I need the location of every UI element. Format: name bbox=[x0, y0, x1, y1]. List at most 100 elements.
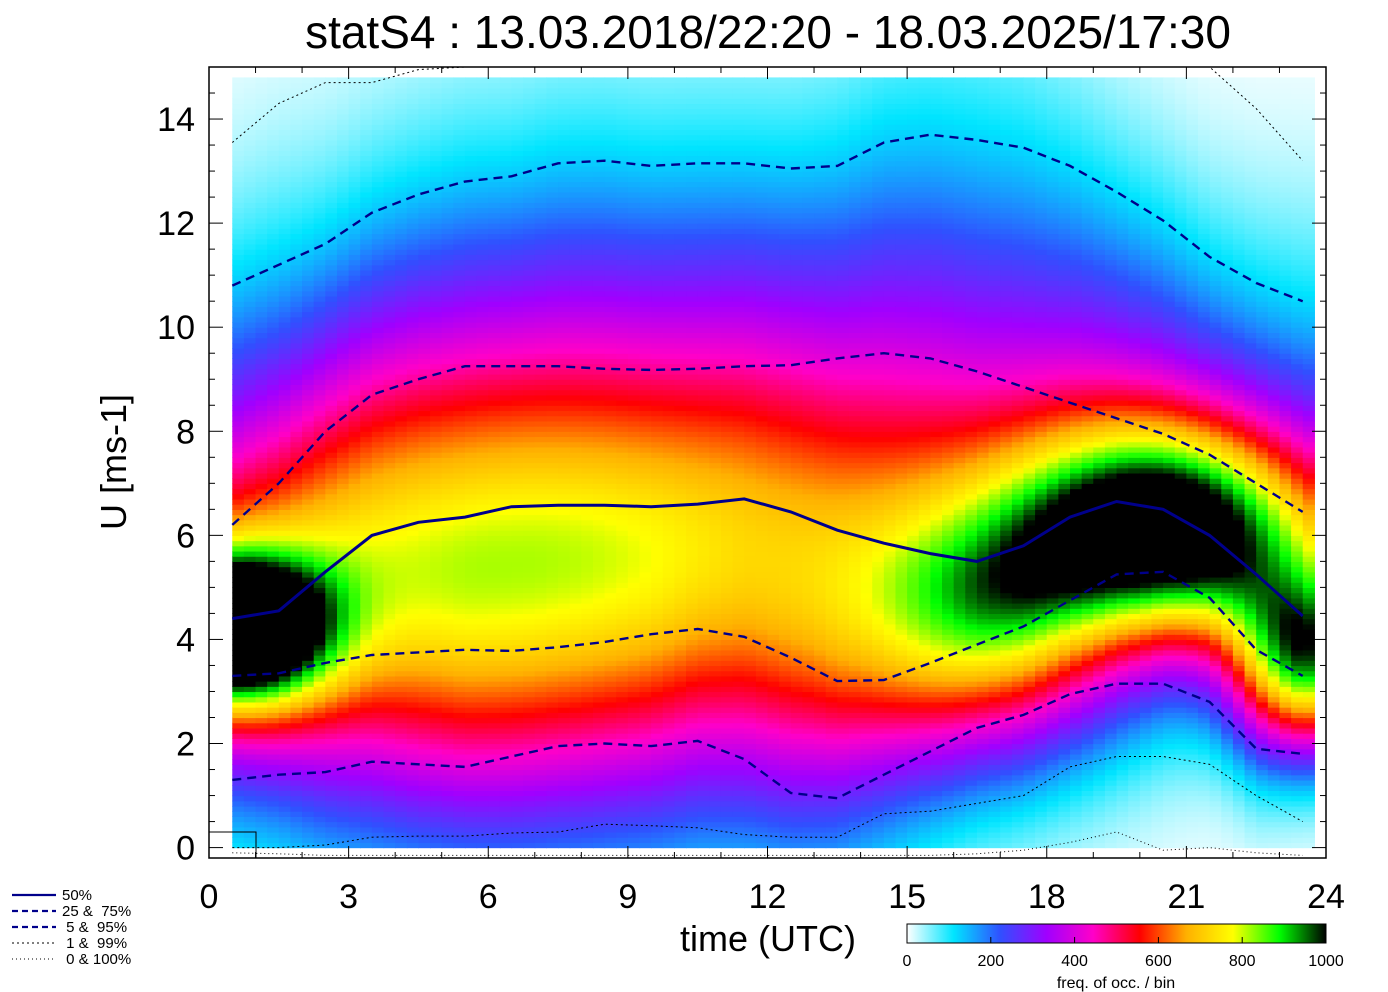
heatmap-cell bbox=[313, 254, 326, 261]
heatmap-cell bbox=[267, 816, 280, 823]
heatmap-cell bbox=[348, 285, 361, 292]
heatmap-cell bbox=[476, 290, 489, 297]
heatmap-cell bbox=[430, 280, 443, 287]
heatmap-cell bbox=[569, 545, 582, 552]
heatmap-cell bbox=[499, 759, 513, 765]
heatmap-cell bbox=[546, 462, 559, 469]
heatmap-cell bbox=[383, 655, 396, 661]
heatmap-cell bbox=[255, 332, 268, 339]
heatmap-cell bbox=[267, 332, 280, 339]
heatmap-cell bbox=[336, 275, 350, 281]
heatmap-cell bbox=[616, 550, 629, 557]
heatmap-cell bbox=[476, 504, 489, 510]
heatmap-cell bbox=[464, 597, 478, 604]
heatmap-cell bbox=[488, 743, 501, 750]
heatmap-cell bbox=[360, 207, 373, 214]
heatmap-cell bbox=[453, 556, 466, 562]
heatmap-cell bbox=[581, 524, 594, 531]
heatmap-cell bbox=[581, 717, 594, 724]
heatmap-cell bbox=[534, 727, 548, 734]
heatmap-cell bbox=[360, 582, 373, 588]
heatmap-cell bbox=[581, 264, 594, 271]
heatmap-cell bbox=[232, 394, 245, 401]
heatmap-cell bbox=[360, 332, 373, 339]
heatmap-cell bbox=[348, 176, 361, 183]
heatmap-cell bbox=[255, 701, 268, 708]
heatmap-cell bbox=[232, 243, 245, 250]
heatmap-cell bbox=[592, 171, 606, 177]
heatmap-cell bbox=[243, 701, 257, 708]
heatmap-cell bbox=[604, 290, 617, 297]
heatmap-cell bbox=[488, 327, 501, 333]
heatmap-cell bbox=[616, 811, 629, 817]
heatmap-cell bbox=[499, 420, 513, 427]
heatmap-cell bbox=[604, 280, 617, 287]
heatmap-cell bbox=[278, 77, 292, 84]
heatmap-cell bbox=[302, 197, 315, 203]
heatmap-cell bbox=[534, 275, 548, 281]
heatmap-cell bbox=[546, 197, 559, 203]
heatmap-cell bbox=[499, 181, 513, 188]
heatmap-cell bbox=[558, 171, 571, 177]
heatmap-cell bbox=[499, 280, 513, 287]
heatmap-cell bbox=[418, 535, 431, 542]
heatmap-cell bbox=[430, 566, 443, 573]
heatmap-cell bbox=[313, 467, 326, 474]
heatmap-cell bbox=[383, 681, 396, 687]
heatmap-cell bbox=[418, 712, 431, 719]
heatmap-cell bbox=[395, 753, 408, 760]
heatmap-cell bbox=[325, 550, 338, 557]
heatmap-cell bbox=[523, 566, 536, 573]
heatmap-cell bbox=[453, 103, 466, 110]
heatmap-cell bbox=[430, 113, 443, 120]
heatmap-cell bbox=[604, 368, 617, 375]
heatmap-cell bbox=[290, 181, 303, 188]
heatmap-cell bbox=[243, 670, 257, 677]
heatmap-cell bbox=[476, 306, 489, 313]
heatmap-cell bbox=[243, 181, 257, 188]
heatmap-cell bbox=[336, 186, 350, 193]
heatmap-cell bbox=[290, 275, 303, 281]
heatmap-cell bbox=[592, 576, 606, 583]
heatmap-cell bbox=[488, 400, 501, 406]
heatmap-cell bbox=[499, 587, 513, 594]
heatmap-cell bbox=[604, 275, 617, 281]
heatmap-cell bbox=[371, 426, 385, 432]
heatmap-cell bbox=[395, 186, 408, 193]
heatmap-cell bbox=[604, 145, 617, 151]
heatmap-cell bbox=[546, 321, 559, 328]
heatmap-cell bbox=[476, 457, 489, 464]
heatmap-cell bbox=[511, 701, 524, 708]
heatmap-cell bbox=[464, 119, 478, 125]
heatmap-cell bbox=[290, 478, 303, 484]
heatmap-cell bbox=[604, 415, 617, 422]
heatmap-cell bbox=[534, 394, 548, 401]
heatmap-cell bbox=[581, 306, 594, 313]
heatmap-cell bbox=[243, 238, 257, 245]
heatmap-cell bbox=[546, 295, 559, 302]
heatmap-cell bbox=[313, 374, 326, 380]
heatmap-cell bbox=[488, 119, 501, 125]
heatmap-cell bbox=[232, 639, 245, 646]
heatmap-cell bbox=[278, 816, 292, 823]
heatmap-cell bbox=[558, 176, 571, 183]
heatmap-cell bbox=[336, 108, 350, 115]
heatmap-cell bbox=[476, 348, 489, 354]
heatmap-cell bbox=[453, 524, 466, 531]
heatmap-cell bbox=[232, 197, 245, 203]
heatmap-cell bbox=[569, 217, 582, 224]
heatmap-cell bbox=[534, 816, 548, 823]
heatmap-cell bbox=[499, 379, 513, 386]
heatmap-cell bbox=[267, 212, 280, 219]
heatmap-cell bbox=[523, 238, 536, 245]
heatmap-cell bbox=[581, 722, 594, 729]
heatmap-cell bbox=[581, 576, 594, 583]
heatmap-cell bbox=[581, 727, 594, 734]
heatmap-cell bbox=[383, 478, 396, 484]
heatmap-cell bbox=[302, 805, 315, 812]
heatmap-cell bbox=[360, 629, 373, 635]
heatmap-cell bbox=[476, 597, 489, 604]
heatmap-cell bbox=[476, 733, 489, 739]
heatmap-cell bbox=[499, 332, 513, 339]
heatmap-cell bbox=[523, 145, 536, 151]
